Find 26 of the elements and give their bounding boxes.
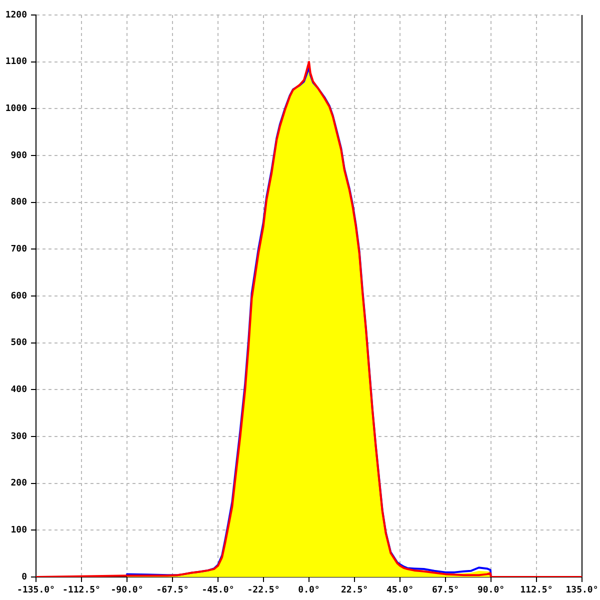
x-tick-label: 45.0° <box>386 586 414 596</box>
x-tick-label: 112.5° <box>520 586 553 596</box>
y-tick-label: 800 <box>10 198 27 208</box>
y-tick-label: 1200 <box>5 10 27 20</box>
y-tick-label: 900 <box>10 150 27 161</box>
x-tick-label: 135.0° <box>566 586 598 596</box>
y-tick-label: 300 <box>10 432 27 442</box>
y-tick-label: 1000 <box>5 104 27 114</box>
y-tick-label: 100 <box>10 526 27 536</box>
x-tick-label: 90.0° <box>477 586 505 596</box>
x-tick-label: -112.5° <box>62 586 100 596</box>
y-tick-label: 1100 <box>5 57 27 68</box>
y-tick-label: 400 <box>10 385 27 396</box>
x-tick-label: 22.5° <box>340 586 368 596</box>
x-tick-label: -45.0° <box>202 586 234 596</box>
y-tick-label: 200 <box>10 478 27 489</box>
x-tick-label: -67.5° <box>156 586 189 596</box>
x-tick-label: -22.5° <box>247 586 280 596</box>
y-tick-label: 0 <box>22 572 27 582</box>
y-tick-label: 600 <box>10 291 27 302</box>
x-tick-label: -135.0° <box>17 586 55 596</box>
x-tick-label: 67.5° <box>432 586 460 596</box>
x-tick-label: -90.0° <box>110 586 144 596</box>
y-tick-label: 500 <box>10 338 27 348</box>
y-tick-label: 700 <box>10 244 27 255</box>
x-tick-label: 0.0° <box>298 586 320 596</box>
